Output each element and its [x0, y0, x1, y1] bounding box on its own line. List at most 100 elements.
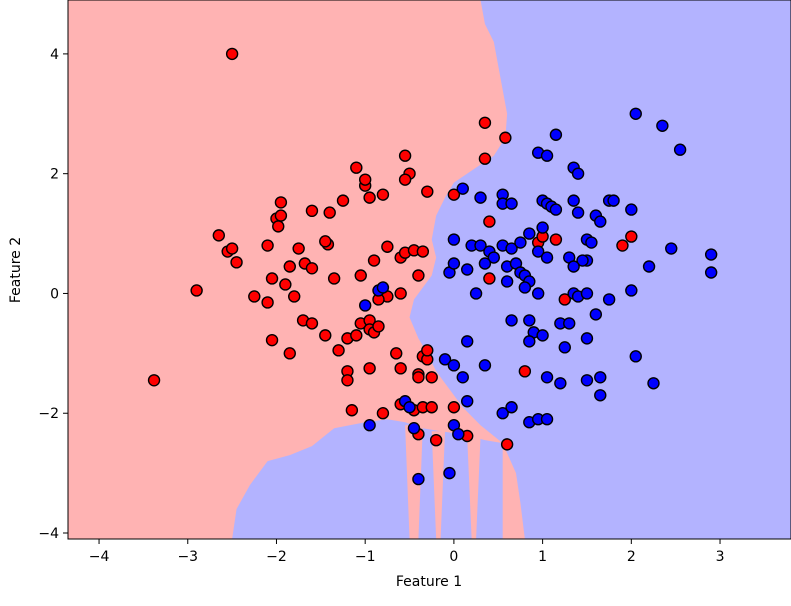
data-point-class-1 [594, 389, 607, 402]
data-point-class-0 [261, 296, 274, 309]
data-point-class-1 [563, 317, 576, 330]
data-point-class-1 [576, 254, 589, 267]
y-axis-label: Feature 2 [8, 237, 24, 303]
data-point-class-0 [272, 220, 285, 233]
data-point-class-1 [594, 371, 607, 384]
y-tick-label: 4 [50, 47, 59, 63]
data-point-class-0 [225, 47, 239, 61]
data-point-class-0 [372, 320, 385, 333]
data-point-class-0 [274, 209, 288, 222]
plot-frame [67, 0, 791, 540]
data-point-class-1 [571, 167, 585, 180]
data-point-class-1 [656, 119, 669, 132]
data-point-class-0 [421, 185, 434, 198]
data-point-class-0 [549, 233, 563, 246]
data-point-class-1 [523, 314, 536, 327]
data-point-class-0 [354, 269, 367, 282]
axes: −4 −3 −2 −1 0 1 2 3 −4 −2 0 2 4 [38, 0, 791, 565]
data-point-class-1 [665, 242, 678, 255]
data-point-class-0 [319, 329, 332, 342]
data-point-class-1 [438, 353, 452, 366]
x-tick-label: −1 [355, 549, 376, 565]
data-point-class-1 [447, 359, 461, 372]
data-point-class-0 [394, 287, 407, 300]
data-point-class-0 [336, 194, 350, 207]
data-point-class-1 [505, 314, 518, 327]
data-point-class-0 [425, 371, 438, 384]
data-point-class-0 [305, 262, 319, 275]
data-point-class-1 [536, 221, 549, 234]
region-class-0-finger-2 [431, 431, 446, 539]
data-point-class-0 [358, 173, 372, 186]
data-point-class-1 [456, 371, 469, 384]
data-point-class-1 [456, 182, 469, 195]
data-point-class-0 [558, 293, 571, 306]
data-point-class-0 [327, 272, 341, 285]
data-point-class-1 [589, 308, 603, 321]
data-point-class-1 [376, 281, 390, 294]
data-point-class-0 [274, 196, 288, 209]
data-point-class-0 [350, 329, 363, 342]
data-point-class-0 [412, 269, 425, 282]
data-point-class-0 [416, 245, 430, 258]
data-point-class-1 [585, 236, 598, 249]
data-point-class-0 [381, 240, 394, 253]
data-point-class-1 [629, 350, 642, 363]
data-point-class-0 [499, 131, 512, 144]
data-point-class-1 [474, 239, 487, 252]
data-point-class-0 [190, 284, 203, 297]
data-point-class-0 [363, 362, 376, 375]
x-tick-label: −4 [89, 549, 110, 565]
x-tick-label: −3 [177, 549, 198, 565]
data-point-class-0 [394, 362, 407, 375]
data-point-class-1 [407, 422, 421, 435]
data-point-class-1 [443, 466, 456, 480]
data-point-class-0 [147, 374, 161, 387]
data-point-class-1 [403, 401, 416, 414]
data-point-class-1 [447, 233, 461, 246]
data-point-class-1 [540, 413, 554, 426]
data-point-class-0 [376, 188, 390, 201]
data-point-class-1 [461, 395, 474, 408]
data-point-class-1 [558, 341, 571, 354]
y-tick-label: 0 [50, 286, 59, 302]
data-point-class-1 [412, 472, 425, 486]
data-point-class-0 [248, 290, 261, 303]
data-point-class-1 [363, 419, 376, 432]
data-point-class-1 [523, 335, 536, 348]
data-point-class-0 [500, 438, 514, 451]
data-point-class-0 [230, 256, 243, 269]
data-point-class-1 [487, 251, 501, 264]
data-point-class-1 [478, 359, 492, 372]
data-point-class-1 [625, 203, 638, 216]
data-point-class-0 [478, 116, 492, 129]
data-point-class-0 [305, 317, 319, 330]
data-point-class-0 [225, 242, 239, 255]
data-point-class-1 [571, 206, 585, 219]
data-point-class-0 [429, 433, 443, 447]
data-point-class-0 [319, 235, 332, 248]
data-point-class-0 [483, 215, 496, 228]
data-point-class-1 [531, 245, 545, 258]
y-tick-label: 2 [50, 167, 59, 183]
data-point-class-0 [483, 272, 496, 285]
data-point-class-1 [461, 263, 474, 276]
data-point-class-1 [358, 299, 372, 312]
data-point-class-0 [478, 152, 492, 165]
x-tick-label: 0 [449, 549, 458, 565]
x-tick-label: 3 [716, 549, 725, 565]
data-point-class-0 [345, 404, 359, 417]
data-point-class-1 [505, 242, 518, 255]
data-point-class-1 [704, 266, 718, 279]
data-point-class-1 [540, 149, 554, 162]
data-point-class-1 [567, 260, 580, 273]
data-point-class-1 [704, 248, 718, 261]
data-point-class-1 [647, 377, 660, 390]
data-point-class-1 [642, 260, 656, 273]
data-point-class-1 [536, 329, 549, 342]
data-point-class-0 [421, 344, 434, 357]
data-point-class-1 [594, 215, 607, 228]
data-point-class-1 [469, 287, 483, 300]
